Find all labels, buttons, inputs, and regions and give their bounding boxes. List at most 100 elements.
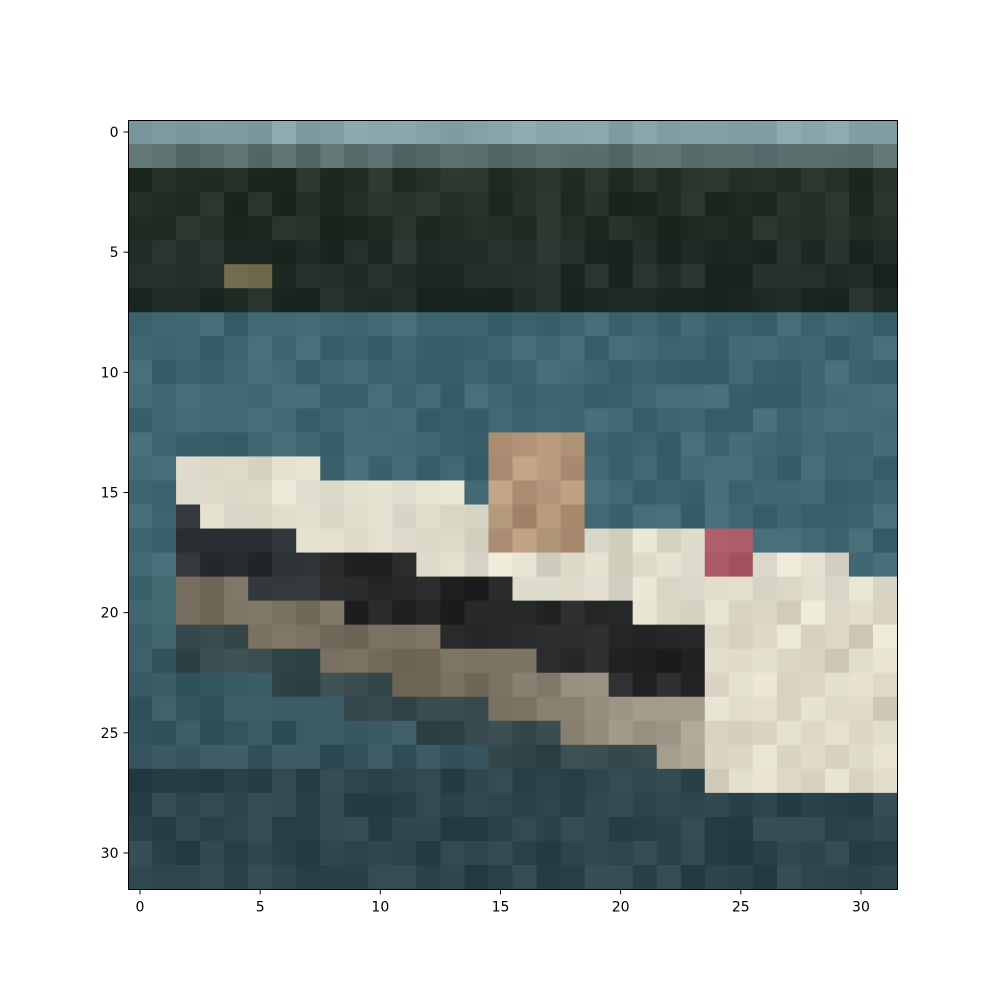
pixel	[872, 648, 898, 674]
x-tick-label: 10	[371, 900, 389, 916]
pixel	[704, 720, 730, 746]
pixel	[200, 456, 225, 482]
pixel	[416, 120, 442, 145]
pixel	[584, 336, 610, 361]
pixel	[872, 168, 898, 193]
pixel	[296, 480, 321, 506]
pixel	[536, 576, 562, 602]
pixel	[824, 624, 850, 650]
pixel	[200, 504, 225, 530]
pixel	[176, 456, 201, 482]
pixel	[296, 744, 321, 770]
pixel	[872, 264, 898, 289]
pixel	[824, 240, 850, 265]
pixel	[872, 312, 898, 337]
pixel	[368, 456, 393, 482]
pixel	[224, 144, 249, 169]
pixel	[488, 744, 514, 770]
pixel	[608, 288, 634, 313]
pixel	[464, 312, 490, 337]
pixel	[752, 864, 778, 890]
pixel	[824, 576, 850, 602]
pixel	[752, 672, 778, 698]
pixel	[536, 264, 562, 289]
pixel	[704, 576, 730, 602]
pixel	[752, 288, 778, 313]
pixel	[272, 432, 297, 458]
pixel	[800, 672, 826, 698]
pixel	[344, 312, 369, 337]
pixel	[272, 456, 297, 482]
pixel	[824, 744, 850, 770]
pixel	[344, 120, 369, 145]
pixel	[440, 840, 466, 866]
pixel	[680, 504, 706, 530]
pixel	[248, 144, 273, 169]
pixel	[176, 696, 201, 722]
pixel	[272, 480, 297, 506]
pixel	[584, 264, 610, 289]
pixel	[488, 288, 514, 313]
pixel	[392, 576, 417, 602]
pixel	[776, 360, 802, 385]
x-tick-label: 15	[492, 900, 510, 916]
pixel	[848, 288, 874, 313]
pixel	[824, 384, 850, 409]
pixel	[296, 552, 321, 578]
pixel	[536, 456, 562, 482]
pixel	[296, 384, 321, 409]
pixel	[440, 408, 466, 434]
pixel	[776, 408, 802, 434]
pixel	[272, 768, 297, 794]
pixel	[128, 408, 153, 434]
pixel	[248, 672, 273, 698]
pixel	[392, 168, 417, 193]
pixel	[488, 696, 514, 722]
pixel	[320, 552, 345, 578]
pixel	[464, 624, 490, 650]
pixel	[632, 408, 658, 434]
pixel	[200, 768, 225, 794]
pixel	[536, 144, 562, 169]
pixel	[200, 264, 225, 289]
pixel	[776, 336, 802, 361]
pixel	[248, 840, 273, 866]
pixel	[872, 480, 898, 506]
pixel	[272, 816, 297, 842]
pixel	[512, 768, 538, 794]
pixel	[800, 816, 826, 842]
pixel	[656, 384, 682, 409]
pixel	[728, 864, 754, 890]
pixel	[488, 576, 514, 602]
pixel	[368, 720, 393, 746]
y-tick-label: 15	[101, 485, 119, 501]
pixel	[488, 480, 514, 506]
pixel	[632, 312, 658, 337]
pixel	[416, 816, 442, 842]
pixel	[632, 192, 658, 217]
pixel	[512, 288, 538, 313]
pixel	[272, 360, 297, 385]
pixel	[416, 384, 442, 409]
pixel	[248, 456, 273, 482]
pixel	[152, 864, 177, 890]
pixel	[200, 480, 225, 506]
pixel	[296, 144, 321, 169]
pixel	[272, 672, 297, 698]
pixel	[560, 144, 586, 169]
pixel	[512, 456, 538, 482]
pixel	[176, 552, 201, 578]
pixel	[488, 624, 514, 650]
pixel	[128, 480, 153, 506]
pixel	[632, 600, 658, 626]
pixel	[584, 600, 610, 626]
pixel	[680, 120, 706, 145]
pixel	[512, 168, 538, 193]
pixel	[200, 816, 225, 842]
pixel	[752, 648, 778, 674]
pixel	[584, 216, 610, 241]
pixel	[248, 168, 273, 193]
pixel	[512, 528, 538, 554]
pixel	[296, 648, 321, 674]
pixel	[392, 144, 417, 169]
